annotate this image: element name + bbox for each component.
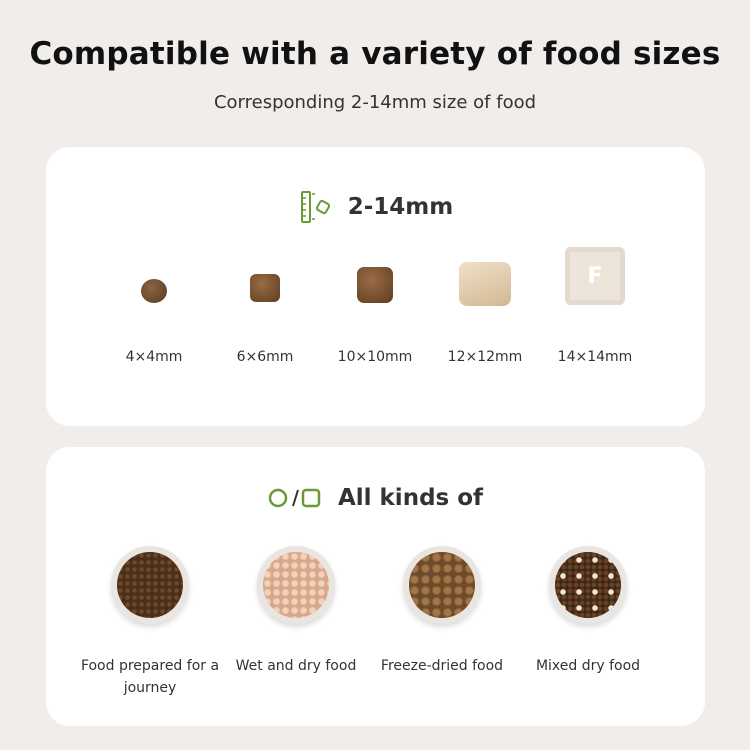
food-type-label: Mixed dry food bbox=[535, 658, 641, 674]
food-size-card: 2-14mm F 4×4mm 6×6mm 10×10mm 12×12mm 14×… bbox=[46, 147, 705, 426]
size-range: 2-14mm bbox=[347, 194, 454, 220]
freeze-dried-cube-12mm bbox=[459, 262, 511, 306]
size-heading: 2-14mm bbox=[46, 189, 705, 225]
food-type-label: Wet and dry food bbox=[235, 658, 357, 674]
size-label: 12×12mm bbox=[447, 349, 523, 365]
food-types-card: All kinds of Food prepared for a journey… bbox=[46, 447, 705, 726]
types-title: All kinds of bbox=[337, 485, 484, 511]
kibble-4mm bbox=[141, 279, 167, 303]
size-label: 6×6mm bbox=[236, 349, 294, 365]
types-heading: All kinds of bbox=[46, 485, 705, 511]
size-label: 14×14mm bbox=[557, 349, 633, 365]
kibble-6mm bbox=[250, 274, 280, 302]
page-subtitle: Corresponding 2-14mm size of food bbox=[213, 92, 537, 113]
bowl-wet-dry-food bbox=[257, 546, 335, 624]
page-title: Compatible with a variety of food sizes bbox=[29, 36, 721, 72]
food-type-label: Freeze-dried food bbox=[380, 658, 504, 674]
size-label: 4×4mm bbox=[125, 349, 183, 365]
size-label: 10×10mm bbox=[337, 349, 413, 365]
keycap-14mm: F bbox=[565, 247, 625, 305]
bowl-travel-food bbox=[111, 546, 189, 624]
ruler-kibble-icon bbox=[300, 191, 330, 223]
bowl-freeze-dried-food bbox=[403, 546, 481, 624]
kibble-10mm bbox=[357, 267, 393, 303]
bowl-mixed-dry-food bbox=[549, 546, 627, 624]
circle-square-icon bbox=[268, 488, 321, 508]
food-type-label: Food prepared for a journey bbox=[80, 658, 220, 696]
